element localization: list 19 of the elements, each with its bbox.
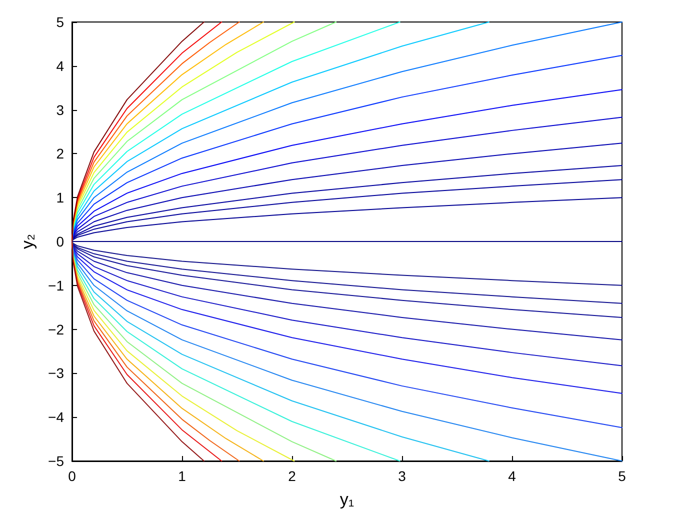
y-tick-label: 0 (56, 234, 64, 250)
y-tick-label: 2 (56, 146, 64, 162)
y-tick-label: −1 (48, 277, 64, 294)
x-tick-label: 0 (68, 468, 76, 484)
x-tick-label: 4 (508, 468, 516, 484)
x-axis-title: y₁ (340, 490, 354, 509)
y-tick-label: −4 (48, 409, 64, 426)
y-tick-label: 1 (56, 190, 64, 206)
y-tick-label: −5 (48, 453, 64, 469)
x-tick-label: 1 (178, 468, 186, 484)
y-tick-label: 4 (56, 58, 64, 74)
y-tick-label: 5 (56, 14, 64, 30)
y-tick-label: 3 (56, 102, 64, 118)
x-tick-label: 5 (618, 468, 626, 484)
x-tick-label: 2 (288, 468, 296, 484)
x-tick-label: 3 (398, 468, 406, 484)
y-axis-title: y₂ (18, 234, 37, 250)
y-tick-label: −2 (48, 321, 64, 338)
y-tick-label: −3 (48, 365, 64, 382)
